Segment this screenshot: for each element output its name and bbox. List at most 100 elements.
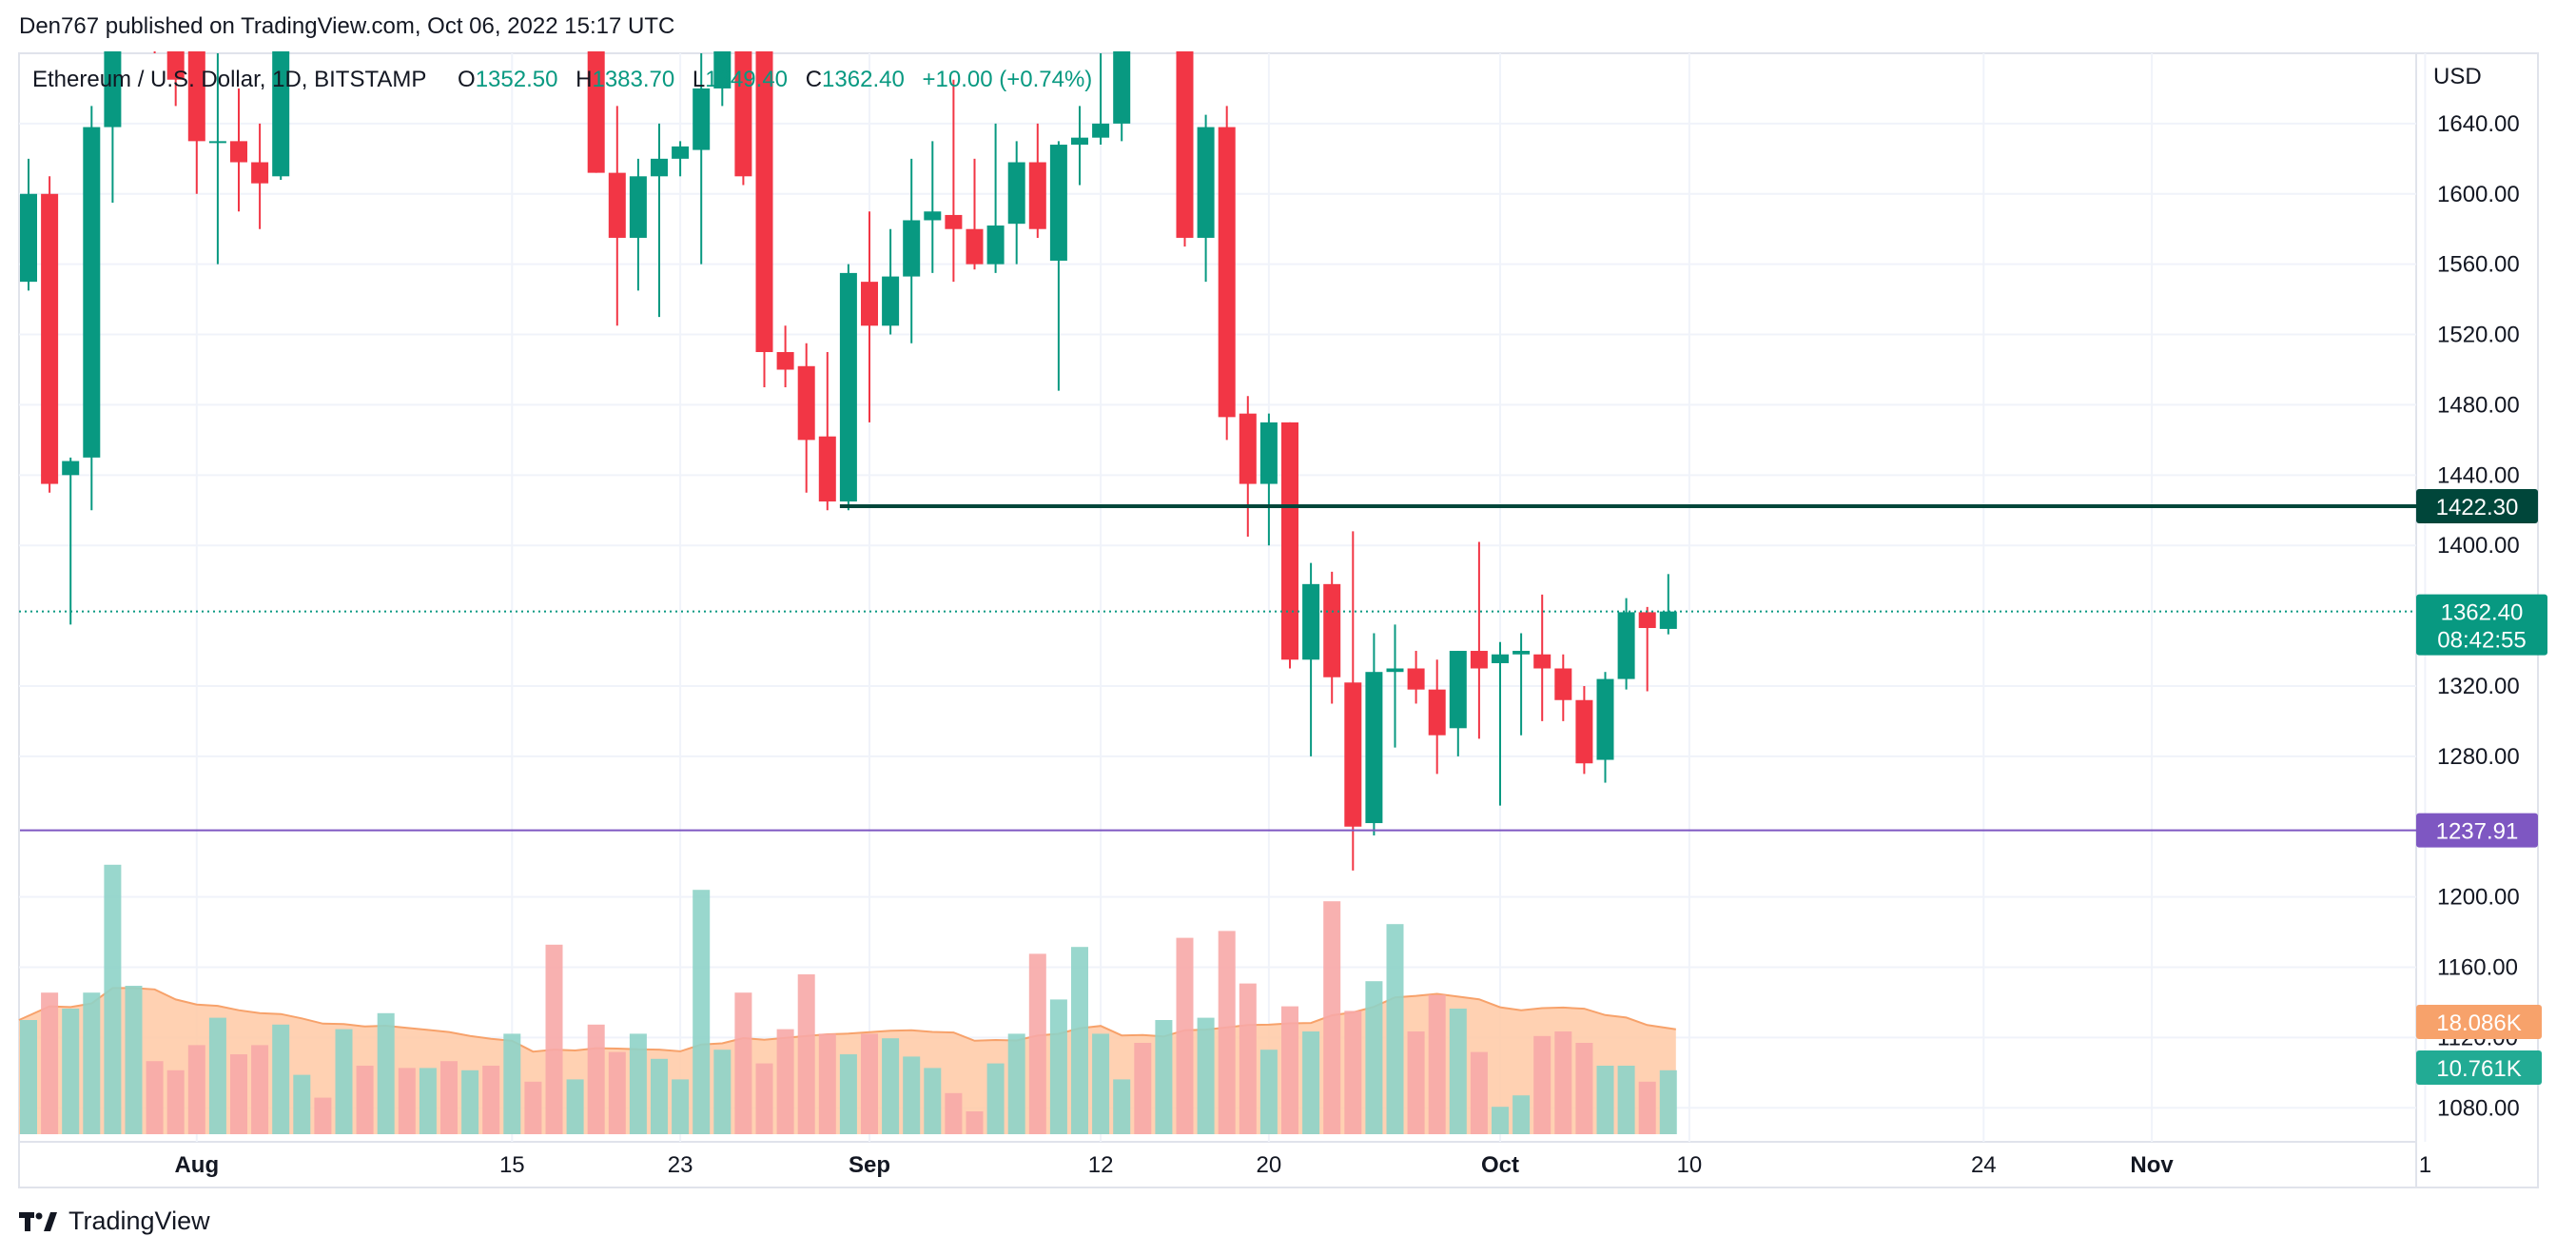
volume-bar	[797, 974, 815, 1134]
volume-ma-label: 18.086K	[2436, 1011, 2521, 1036]
candle	[62, 457, 80, 625]
volume-bar	[1638, 1081, 1656, 1134]
candle	[1302, 562, 1320, 756]
volume-bar	[713, 1050, 732, 1134]
candle	[1638, 606, 1656, 692]
current-price-label: 1362.40	[2441, 600, 2524, 626]
candle-body	[776, 352, 794, 370]
candle-body	[903, 220, 921, 277]
candle-body	[1113, 48, 1131, 124]
candle	[1281, 422, 1298, 669]
candle	[945, 79, 963, 283]
candle-body	[1575, 699, 1593, 764]
candle	[1071, 106, 1088, 186]
volume-bar	[335, 1029, 353, 1134]
candle	[1259, 413, 1278, 546]
candle	[1092, 53, 1110, 146]
candle-body	[1323, 583, 1341, 677]
volume-bar	[734, 992, 752, 1134]
volume-bar	[861, 1033, 878, 1134]
candle-body	[839, 272, 857, 502]
resistance-badge-label: 1422.30	[2436, 495, 2519, 520]
volume-bar	[1176, 937, 1194, 1134]
volume-bar	[166, 1070, 185, 1134]
candle	[1218, 106, 1236, 441]
candle-body	[608, 172, 626, 238]
x-tick-label: Aug	[174, 1152, 219, 1178]
candle	[1365, 633, 1383, 835]
candle-body	[986, 226, 1005, 265]
high-label: H	[576, 67, 593, 92]
volume-bar	[1049, 999, 1067, 1134]
candle	[651, 123, 668, 318]
candle	[672, 141, 690, 177]
volume-bar	[230, 1054, 247, 1134]
volume-bar	[587, 1024, 605, 1134]
candle	[1575, 685, 1593, 775]
candle	[41, 176, 59, 493]
candle-body	[1617, 612, 1635, 679]
chart-axes: USD 1640.00 1600.00 1560.00 1520.00 1480.00 1…	[174, 64, 2519, 1178]
candle-body	[651, 158, 668, 177]
volume-bar	[1197, 1017, 1215, 1134]
candle	[755, 48, 773, 387]
x-tick-label: Sep	[849, 1152, 890, 1178]
volume-bar	[293, 1074, 311, 1134]
candle	[1596, 672, 1614, 783]
candle	[104, 48, 122, 204]
y-tick-label: 1280.00	[2437, 744, 2520, 770]
candle	[1407, 651, 1425, 704]
candle-body	[693, 88, 711, 150]
x-tick-label: 23	[668, 1152, 693, 1178]
candle-body	[818, 436, 836, 502]
candle	[608, 106, 626, 326]
volume-bar	[1239, 983, 1257, 1134]
x-tick-label: 20	[1257, 1152, 1282, 1178]
volume-bar	[208, 1017, 226, 1134]
candle-body	[1049, 145, 1067, 261]
candle-body	[1259, 422, 1278, 484]
volume-bar	[1449, 1009, 1467, 1134]
x-tick-label: 15	[499, 1152, 525, 1178]
x-tick-label: Nov	[2130, 1152, 2174, 1178]
volume-histogram	[18, 864, 1677, 1134]
candle-body	[945, 214, 963, 229]
currency-label: USD	[2433, 64, 2482, 89]
candle-body	[629, 176, 647, 238]
chart-frame	[18, 52, 2539, 1188]
volume-bar	[125, 986, 143, 1134]
candle	[208, 53, 226, 265]
volume-bar	[1155, 1020, 1173, 1134]
candle-body	[861, 282, 878, 326]
x-tick-label: 24	[1971, 1152, 1997, 1178]
y-tick-label: 1600.00	[2437, 182, 2520, 207]
candle-body	[734, 48, 752, 177]
candle-body	[1512, 651, 1531, 655]
volume-bar	[272, 1024, 290, 1134]
candle	[839, 264, 857, 511]
open-label: O	[458, 67, 476, 92]
candle-body	[1449, 651, 1467, 729]
candle-body	[62, 461, 80, 476]
tradingview-brand[interactable]: TradingView	[19, 1207, 210, 1236]
volume-bar	[398, 1068, 416, 1134]
volume-bar	[818, 1033, 836, 1134]
volume-bar	[672, 1079, 690, 1134]
candle	[1492, 641, 1509, 806]
volume-bar	[1428, 994, 1446, 1134]
candle-body	[20, 193, 37, 283]
volume-bar	[187, 1045, 205, 1134]
symbol-title[interactable]: Ethereum / U.S. Dollar, 1D, BITSTAMP	[32, 67, 427, 92]
volume-bar	[1617, 1066, 1635, 1134]
candle	[1049, 141, 1067, 391]
x-tick-label: 1	[2419, 1152, 2431, 1178]
candle	[1323, 571, 1341, 704]
volume-bar	[524, 1081, 542, 1134]
candle-body	[1007, 162, 1025, 225]
support-badge	[2416, 813, 2538, 848]
volume-bar	[461, 1070, 479, 1134]
chart-grid	[18, 52, 2539, 1188]
candle-body	[1239, 413, 1257, 484]
support-badge-label: 1237.91	[2436, 819, 2519, 845]
